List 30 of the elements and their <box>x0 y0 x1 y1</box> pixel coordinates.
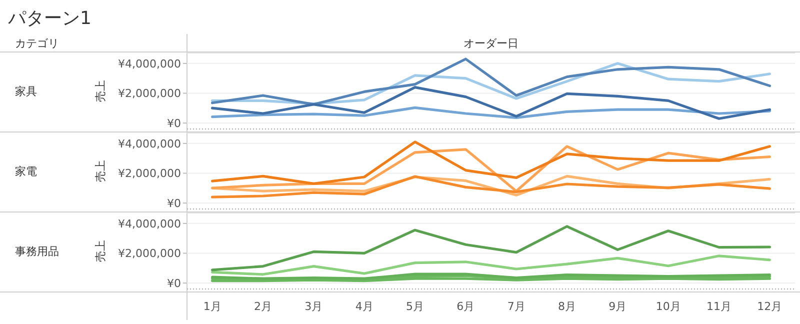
x-tick-label: 6月 <box>456 300 475 313</box>
x-tick-label: 5月 <box>406 300 424 313</box>
chart-title: パターン1 <box>7 8 92 29</box>
x-tick-label: 9月 <box>608 300 627 313</box>
y-tick-label: ¥2,000,000 <box>118 247 181 260</box>
text: 事務用品 <box>15 245 59 258</box>
y-tick-label: ¥0 <box>167 117 181 130</box>
y-tick-label: ¥4,000,000 <box>118 57 181 70</box>
y-tick-label: ¥4,000,000 <box>118 137 181 150</box>
x-tick-label: 10月 <box>656 300 681 313</box>
y-tick-label: ¥4,000,000 <box>118 217 181 230</box>
x-tick-label: 2月 <box>254 300 272 313</box>
y-tick-label: ¥2,000,000 <box>118 87 181 100</box>
y-axis-title: 売上 <box>94 80 107 102</box>
x-axis-title: オーダー日 <box>464 37 518 50</box>
text: 家電 <box>15 165 37 178</box>
y-axis-title: 売上 <box>94 240 107 262</box>
y-tick-label: ¥2,000,000 <box>118 167 181 180</box>
x-tick-label: 8月 <box>558 300 576 313</box>
x-tick-label: 1月 <box>203 300 222 313</box>
x-tick-label: 4月 <box>355 300 374 313</box>
text: カテゴリ <box>15 37 59 50</box>
x-tick-label: 3月 <box>304 300 323 313</box>
y-tick-label: ¥0 <box>167 277 181 290</box>
x-tick-label: 7月 <box>507 300 526 313</box>
y-tick-label: ¥0 <box>167 197 181 210</box>
text: 家具 <box>15 85 37 98</box>
y-axis-title: 売上 <box>94 160 107 182</box>
x-tick-label: 12月 <box>757 300 782 313</box>
x-tick-label: 11月 <box>706 300 732 313</box>
